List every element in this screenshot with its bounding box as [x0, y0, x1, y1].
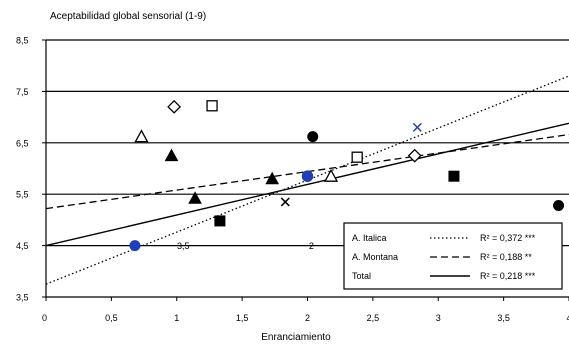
- data-point-triangle-open: [323, 168, 339, 182]
- y-tick-label: 8,5: [16, 36, 29, 46]
- x-tick-label: 3: [436, 313, 441, 323]
- data-point-diamond-open: [167, 99, 182, 114]
- data-point-circle-filled: [129, 240, 141, 252]
- x-tick-label: 2,5: [367, 313, 380, 323]
- legend-r2-label: R² = 0,372 ***: [480, 233, 536, 243]
- legend-series-name: A. Montana: [352, 252, 398, 262]
- y-tick-label: 6,5: [16, 138, 29, 148]
- data-point-triangle-filled: [164, 148, 179, 162]
- x-tick-label: 0: [42, 313, 47, 323]
- data-point-triangle-filled: [188, 191, 202, 204]
- data-point-circle-filled: [553, 200, 565, 212]
- x-marker-stroke: [412, 122, 422, 132]
- data-point-circle-filled: [302, 170, 313, 182]
- data-point-square-filled: [448, 170, 460, 182]
- y-axis-title: Aceptabilidad global sensorial (1-9): [50, 11, 206, 22]
- legend-r2-label: R² = 0,188 **: [480, 252, 532, 262]
- data-point-square-open: [351, 151, 363, 163]
- x-tick-label: 2: [305, 313, 310, 323]
- legend-box: [343, 222, 563, 290]
- trend-line-total: [45, 122, 569, 247]
- x-axis-title: Enranciamiento: [261, 332, 331, 343]
- x-tick-label: 1: [174, 313, 179, 323]
- data-point-triangle-open: [134, 129, 149, 143]
- data-point-square-open: [206, 100, 218, 112]
- data-point-square-filled: [214, 215, 226, 227]
- legend: A. Italica R² = 0,372 *** A. Montana R² = 0…: [343, 222, 563, 290]
- x-tick-label: 4: [566, 313, 569, 323]
- data-points: [129, 99, 565, 252]
- x-tick-label: 3,5: [497, 313, 510, 323]
- stray-label: 2: [309, 241, 314, 251]
- data-point-x: [412, 122, 422, 132]
- axes: 3,5 4,5 5,5 6,5 7,5 8,5 0 0,5 1 1,5 2 2,5 3 3,5 4: [16, 36, 569, 323]
- stray-label: 3,5: [177, 241, 190, 251]
- y-tick-label: 3,5: [16, 293, 29, 303]
- legend-series-name: Total: [352, 271, 371, 281]
- x-tick-label: 0,5: [105, 313, 118, 323]
- data-point-circle-filled: [307, 131, 319, 143]
- data-point-diamond-open: [407, 148, 422, 163]
- data-point-triangle-filled: [265, 171, 280, 185]
- y-tick-label: 7,5: [16, 87, 29, 97]
- y-tick-label: 5,5: [16, 190, 29, 200]
- annotations: 3,5 2: [177, 241, 314, 251]
- legend-r2-label: R² = 0,218 ***: [480, 271, 536, 281]
- data-point-x: [280, 197, 290, 207]
- grid: [46, 39, 569, 247]
- legend-series-name: A. Italica: [352, 233, 387, 243]
- x-tick-label: 1,5: [236, 313, 249, 323]
- x-marker-stroke: [280, 197, 290, 207]
- y-tick-label: 4,5: [16, 241, 29, 251]
